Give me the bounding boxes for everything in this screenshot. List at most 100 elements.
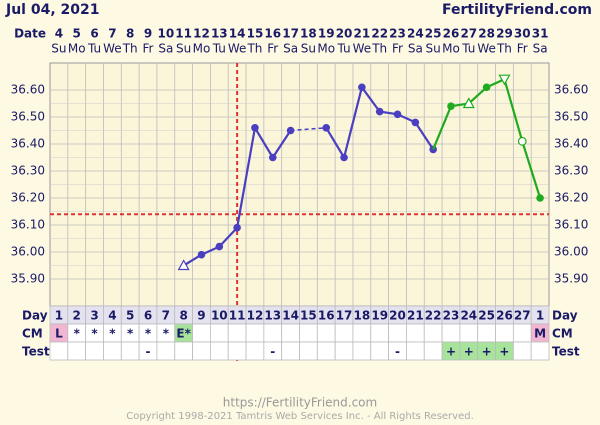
weekday-label: Tu	[461, 42, 475, 56]
row-cell	[227, 341, 247, 361]
row-value: 23	[443, 309, 460, 323]
row-value: +	[482, 345, 492, 359]
weekday-label: Su	[426, 42, 441, 56]
row-value: 1	[55, 309, 63, 323]
point	[517, 136, 527, 146]
row-cell	[281, 323, 300, 343]
row-cell	[352, 341, 372, 361]
point	[340, 153, 348, 162]
row-cell	[192, 341, 211, 361]
row-cell	[85, 341, 104, 361]
row-cell	[441, 323, 461, 343]
row-value: 25	[478, 309, 495, 323]
weekday-label: We	[228, 42, 247, 56]
date-label: Date	[14, 27, 46, 41]
row-label: Day	[22, 309, 48, 323]
y-tick-label-right: 36.30	[554, 164, 588, 178]
weekday-label: We	[103, 42, 122, 56]
row-value: 5	[126, 309, 134, 323]
row-value: 13	[264, 309, 281, 323]
y-tick-label: 36.50	[11, 110, 45, 124]
date-label: 22	[371, 27, 388, 41]
row-label: CM	[22, 327, 43, 341]
row-value: M	[534, 327, 546, 341]
weekday-label: Fr	[143, 42, 154, 56]
row-value: 10	[211, 309, 228, 323]
row-value: 24	[460, 309, 477, 323]
weekday-label: Fr	[267, 42, 278, 56]
row-cell	[406, 341, 425, 361]
weekday-label: We	[353, 42, 372, 56]
row-value: 6	[144, 309, 152, 323]
date-label: 8	[126, 27, 134, 41]
row-cell	[388, 323, 407, 343]
row-value: 20	[389, 309, 406, 323]
row-value: +	[446, 345, 456, 359]
y-tick-label: 36.30	[11, 164, 45, 178]
date-label: 7	[108, 27, 116, 41]
row-value: -	[395, 345, 400, 359]
row-label-right: Test	[552, 345, 580, 359]
row-value: L	[55, 327, 63, 341]
point	[536, 194, 544, 202]
row-cell	[495, 323, 514, 343]
y-tick-label-right: 36.50	[554, 110, 588, 124]
point	[358, 83, 366, 92]
row-cell	[299, 323, 318, 343]
y-tick-label-right: 36.10	[554, 218, 588, 232]
date-label: 15	[247, 27, 264, 41]
y-tick-label: 36.60	[11, 83, 45, 97]
point	[215, 242, 224, 251]
date-label: 11	[175, 27, 192, 41]
weekday-label: Mo	[68, 42, 86, 56]
row-cell	[406, 323, 425, 343]
weekday-label: Fr	[517, 42, 528, 56]
date-label: 9	[144, 27, 152, 41]
point	[268, 153, 277, 162]
row-value: 17	[336, 309, 353, 323]
row-value: 16	[318, 309, 335, 323]
row-cell	[530, 341, 550, 361]
point	[177, 259, 190, 271]
row-cell	[316, 323, 336, 343]
row-value: +	[499, 345, 509, 359]
date-label: 20	[336, 27, 353, 41]
date-label: 29	[496, 27, 513, 41]
point	[462, 97, 475, 109]
row-cell	[370, 323, 390, 343]
row-value: 12	[247, 309, 264, 323]
series-connector	[432, 105, 452, 150]
weekday-label: Mo	[193, 42, 211, 56]
row-value: 22	[425, 309, 442, 323]
row-cell	[352, 323, 372, 343]
copyright: Copyright 1998-2021 Tamtris Web Services…	[126, 411, 474, 422]
point	[233, 223, 241, 232]
row-value: 18	[354, 309, 371, 323]
date-label: 28	[478, 27, 495, 41]
date-label: 4	[55, 27, 63, 41]
date-label: 23	[389, 27, 406, 41]
footer-url: https://FertilityFriend.com	[223, 396, 377, 410]
row-cell	[477, 323, 496, 343]
row-cell	[263, 323, 283, 343]
point	[251, 124, 259, 132]
y-tick-label: 36.00	[11, 245, 45, 259]
weekday-label: Th	[122, 42, 138, 56]
y-tick-label-right: 36.20	[554, 191, 588, 205]
row-cell	[459, 323, 479, 343]
row-value: 21	[407, 309, 424, 323]
row-value: *	[127, 327, 134, 341]
row-cell	[316, 341, 336, 361]
date-label: 31	[532, 27, 549, 41]
weekday-label: Tu	[212, 42, 226, 56]
row-value: *	[163, 327, 170, 341]
date-label: 12	[193, 27, 210, 41]
point	[411, 118, 420, 127]
weekday-label: Su	[51, 42, 66, 56]
weekday-label: Th	[246, 42, 262, 56]
chart-title: Jul 04, 2021	[5, 2, 100, 18]
date-label: 27	[460, 27, 477, 41]
weekday-label: Fr	[392, 42, 403, 56]
weekday-label: Su	[301, 42, 316, 56]
